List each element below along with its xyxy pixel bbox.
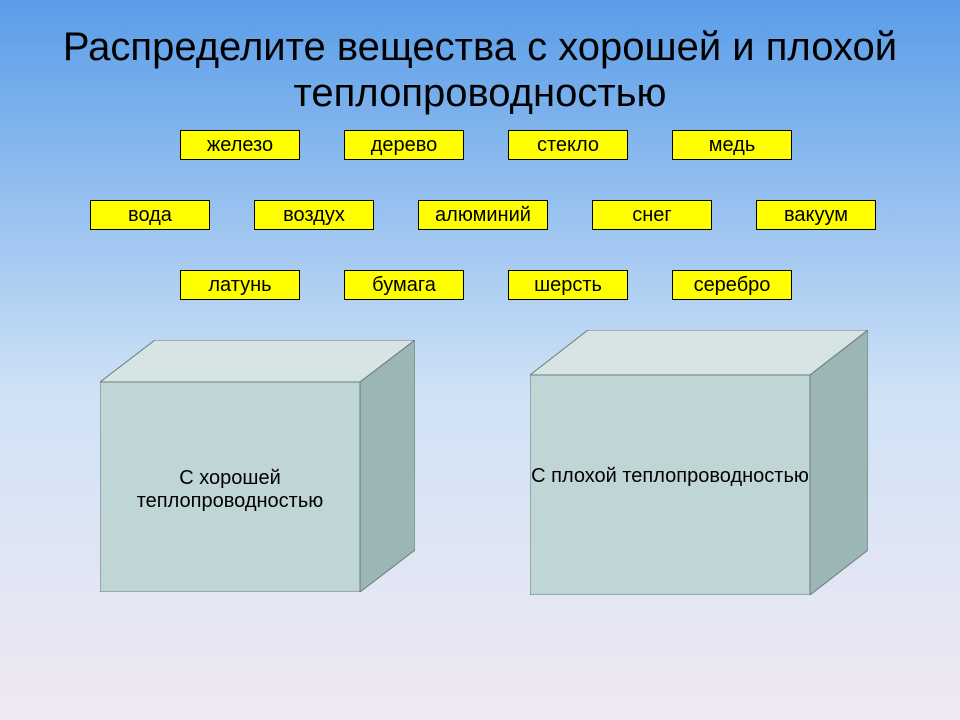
chip-snow[interactable]: снег [592, 200, 712, 230]
bin-good[interactable]: С хорошей теплопроводностью [100, 340, 415, 592]
chip-silver[interactable]: серебро [672, 270, 792, 300]
chip-label: железо [207, 134, 273, 157]
chip-vacuum[interactable]: вакуум [756, 200, 876, 230]
chip-label: серебро [694, 274, 771, 297]
chip-copper[interactable]: медь [672, 130, 792, 160]
chip-label: дерево [371, 134, 438, 157]
chip-label: вода [128, 204, 172, 227]
page-title: Распределите вещества с хорошей и плохой… [0, 0, 960, 116]
chip-water[interactable]: вода [90, 200, 210, 230]
bin-bad[interactable]: С плохой теплопроводностью [530, 330, 868, 595]
chip-iron[interactable]: железо [180, 130, 300, 160]
bins-area: С хорошей теплопроводностьюС плохой тепл… [0, 350, 960, 670]
chip-label: вакуум [784, 204, 848, 227]
chip-aluminum[interactable]: алюминий [418, 200, 548, 230]
chip-label: медь [709, 134, 756, 157]
chip-label: латунь [208, 274, 271, 297]
chip-label: алюминий [435, 204, 531, 227]
chip-air[interactable]: воздух [254, 200, 374, 230]
chip-glass[interactable]: стекло [508, 130, 628, 160]
chip-label: бумага [372, 274, 436, 297]
chip-label: снег [632, 204, 671, 227]
chip-paper[interactable]: бумага [344, 270, 464, 300]
chip-brass[interactable]: латунь [180, 270, 300, 300]
chip-label: шерсть [534, 274, 602, 297]
chip-label: стекло [537, 134, 599, 157]
chip-wood[interactable]: дерево [344, 130, 464, 160]
chip-area: железо дерево стекло медь вода воздух алюминий… [0, 130, 960, 350]
chip-wool[interactable]: шерсть [508, 270, 628, 300]
chip-label: воздух [283, 204, 345, 227]
